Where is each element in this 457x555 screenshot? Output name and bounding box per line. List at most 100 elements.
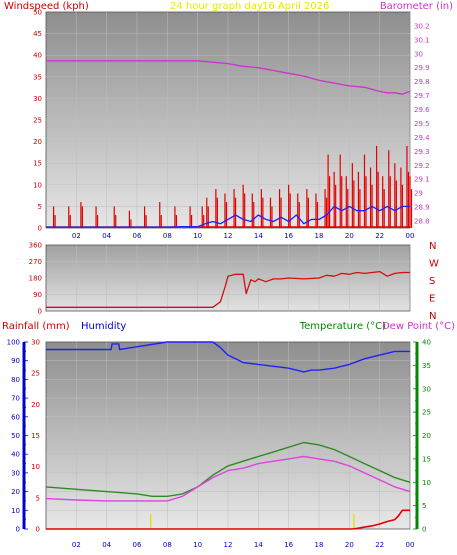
time-tick-label: 00 bbox=[406, 232, 415, 240]
direction-tick-label: 360 bbox=[29, 242, 42, 250]
humidity-tick-label: 20 bbox=[11, 488, 20, 496]
rainfall-tick-label: 0 bbox=[36, 526, 40, 534]
rainfall-tick-label: 25 bbox=[31, 370, 40, 378]
time-tick-label: 06 bbox=[133, 232, 142, 240]
humidity-tick-label: 100 bbox=[7, 339, 20, 347]
rainfall-tick-label: 30 bbox=[31, 339, 40, 347]
temperature-tick-label: 5 bbox=[422, 502, 426, 510]
rainfall-tick-label: 20 bbox=[31, 401, 40, 409]
barometer-tick-label: 29.7 bbox=[414, 92, 430, 100]
rainfall-tick-label: 5 bbox=[36, 494, 40, 502]
barometer-line bbox=[46, 60, 411, 95]
temperature-tick-label: 35 bbox=[422, 362, 431, 370]
time-tick-label: 04 bbox=[102, 232, 111, 240]
time-tick-label: 02 bbox=[72, 232, 81, 240]
time-tick-label: 16 bbox=[284, 232, 293, 240]
windspeed-tick-label: 50 bbox=[33, 9, 42, 17]
windspeed-tick-label: 35 bbox=[33, 73, 42, 81]
barometer-tick-label: 29.9 bbox=[414, 64, 430, 72]
time-tick-label: 00 bbox=[406, 541, 415, 549]
time-tick-label: 08 bbox=[163, 541, 172, 549]
time-tick-label: 12 bbox=[224, 541, 233, 549]
barometer-tick-label: 29.3 bbox=[414, 148, 430, 156]
barometer-tick-label: 29.4 bbox=[414, 134, 430, 142]
humidity-line bbox=[46, 341, 410, 373]
compass-label: N bbox=[429, 311, 436, 322]
compass-label: E bbox=[429, 294, 435, 305]
time-tick-label: 08 bbox=[163, 232, 172, 240]
compass-label: N bbox=[429, 241, 436, 252]
barometer-tick-label: 29 bbox=[414, 190, 423, 198]
dew-point-axis-label: Dew Point (°C) bbox=[382, 321, 455, 332]
barometer-tick-label: 30.1 bbox=[414, 36, 430, 44]
compass-label: W bbox=[429, 259, 439, 270]
temperature-tick-label: 40 bbox=[422, 339, 431, 347]
windspeed-tick-label: 40 bbox=[33, 52, 42, 60]
time-tick-label: 12 bbox=[224, 232, 233, 240]
graph-date: 16 April 2026 bbox=[262, 1, 329, 12]
time-tick-label: 04 bbox=[102, 541, 111, 549]
time-tick-label: 16 bbox=[284, 541, 293, 549]
windspeed-tick-labels: 0 5 10 15 20 25 30 35 40 45 50 bbox=[33, 9, 42, 233]
time-tick-label: 06 bbox=[133, 541, 142, 549]
barometer-tick-label: 29.5 bbox=[414, 120, 430, 128]
humidity-tick-label: 50 bbox=[11, 432, 20, 440]
time-tick-label: 22 bbox=[375, 232, 384, 240]
average-wind-line bbox=[46, 205, 410, 228]
time-tick-label: 14 bbox=[254, 541, 263, 549]
graph-title: 24 hour graph day bbox=[170, 1, 263, 12]
temperature-tick-label: 30 bbox=[422, 385, 431, 393]
time-tick-label: 20 bbox=[345, 232, 354, 240]
barometer-tick-label: 28.8 bbox=[414, 218, 430, 226]
direction-tick-label: 180 bbox=[29, 275, 42, 283]
humidity-tick-label: 40 bbox=[11, 451, 20, 459]
temperature-tick-label: 0 bbox=[422, 526, 426, 534]
humidity-tick-label: 10 bbox=[11, 507, 20, 515]
humidity-tick-label: 30 bbox=[11, 469, 20, 477]
barometer-tick-label: 30 bbox=[414, 50, 423, 58]
windspeed-tick-label: 15 bbox=[33, 160, 42, 168]
panel1-time-tick-labels: 02 04 06 08 10 12 14 16 18 20 22 00 bbox=[72, 232, 415, 240]
humidity-tick-label: 0 bbox=[16, 526, 20, 534]
humidity-tick-label: 70 bbox=[11, 395, 20, 403]
barometer-tick-label: 28.9 bbox=[414, 204, 430, 212]
rainfall-tick-label: 10 bbox=[31, 463, 40, 471]
humidity-axis-label: Humidity bbox=[81, 321, 126, 332]
time-tick-label: 18 bbox=[315, 232, 324, 240]
direction-tick-label: 0 bbox=[38, 308, 42, 316]
barometer-tick-label: 29.6 bbox=[414, 106, 430, 114]
rainfall-line bbox=[46, 509, 410, 530]
time-tick-label: 14 bbox=[254, 232, 263, 240]
compass-label: S bbox=[429, 276, 435, 287]
barometer-axis-label: Barometer (in) bbox=[380, 1, 453, 12]
barometer-tick-labels: 28.8 28.9 29 29.1 29.2 29.3 29.4 29.5 29.6 29.7 29… bbox=[414, 22, 430, 225]
barometer-tick-label: 29.8 bbox=[414, 78, 430, 86]
barometer-tick-label: 30.2 bbox=[414, 22, 430, 30]
time-tick-label: 18 bbox=[315, 541, 324, 549]
temperature-tick-label: 20 bbox=[422, 432, 431, 440]
windspeed-tick-label: 5 bbox=[38, 203, 42, 211]
direction-series bbox=[46, 270, 410, 308]
wind-baro-series bbox=[46, 60, 413, 228]
temperature-tick-label: 15 bbox=[422, 455, 431, 463]
humidity-tick-label: 60 bbox=[11, 413, 20, 421]
windspeed-tick-label: 45 bbox=[33, 30, 42, 38]
barometer-tick-label: 29.1 bbox=[414, 176, 430, 184]
rainfall-axis-label: Rainfall (mm) bbox=[2, 321, 70, 332]
temp-hum-panel: 0102030405060708090100051015202530051015… bbox=[7, 339, 431, 550]
direction-tick-label: 90 bbox=[33, 291, 42, 299]
direction-tick-labels: 0 90 180 270 360 bbox=[29, 242, 42, 316]
windspeed-tick-label: 30 bbox=[33, 95, 42, 103]
windspeed-axis-label: Windspeed (kph) bbox=[4, 1, 89, 12]
temp-hum-gridlines bbox=[46, 342, 411, 529]
time-tick-label: 22 bbox=[375, 541, 384, 549]
time-tick-label: 10 bbox=[193, 541, 202, 549]
direction-tick-label: 270 bbox=[29, 258, 42, 266]
humidity-tick-label: 80 bbox=[11, 376, 20, 384]
rainfall-tick-label: 15 bbox=[31, 432, 40, 440]
